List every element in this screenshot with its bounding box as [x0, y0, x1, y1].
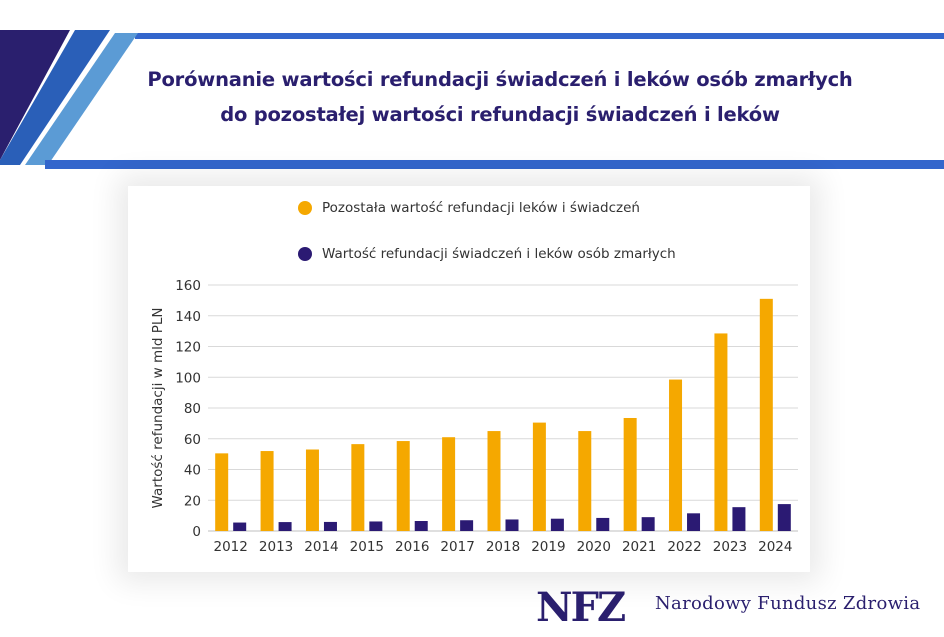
y-axis-label: Wartość refundacji w mld PLN — [150, 308, 166, 509]
banner-decoration — [0, 30, 138, 165]
y-tick-label: 60 — [184, 432, 201, 448]
bar-other — [442, 437, 456, 531]
y-tick-label: 40 — [184, 463, 201, 479]
bar-other — [759, 298, 773, 531]
x-tick-label: 2022 — [667, 539, 701, 555]
bar-deceased — [414, 521, 428, 531]
bar-other — [487, 431, 501, 531]
legend-item-deceased: Wartość refundacji świadczeń i leków osó… — [298, 246, 676, 262]
bar-deceased — [641, 517, 655, 531]
x-tick-label: 2016 — [395, 539, 429, 555]
x-tick-label: 2014 — [304, 539, 338, 555]
bar-deceased — [732, 507, 746, 531]
y-tick-label: 0 — [192, 524, 201, 540]
y-tick-label: 160 — [175, 278, 201, 294]
legend-item-other: Pozostała wartość refundacji leków i świ… — [298, 200, 640, 216]
bar-deceased — [687, 513, 701, 531]
banner-stripe-top — [135, 33, 944, 39]
x-tick-label: 2012 — [214, 539, 248, 555]
legend-dot-deceased — [298, 247, 312, 261]
bar-other — [669, 379, 683, 531]
bar-deceased — [369, 521, 383, 531]
bar-other — [714, 333, 728, 531]
bar-deceased — [233, 522, 247, 531]
y-tick-label: 20 — [184, 493, 201, 509]
legend-label-other: Pozostała wartość refundacji leków i świ… — [322, 200, 640, 216]
bar-deceased — [550, 518, 564, 531]
x-tick-label: 2020 — [577, 539, 611, 555]
bar-other — [578, 431, 592, 531]
title-line-1: Porównanie wartości refundacji świadczeń… — [147, 68, 853, 91]
banner-stripe-bottom — [45, 160, 944, 169]
bar-deceased — [460, 520, 474, 531]
x-tick-label: 2024 — [758, 539, 792, 555]
bar-other — [351, 444, 365, 531]
nfz-logo: NFZ — [536, 585, 627, 627]
org-name: Narodowy Fundusz Zdrowia — [655, 593, 921, 614]
bar-other — [532, 422, 546, 531]
bar-other — [215, 453, 229, 531]
bar-chart: 0 20 40 60 80 100 120 140 160 Wartość refundacji … — [150, 278, 798, 555]
y-tick-label: 100 — [175, 370, 201, 386]
bar-deceased — [278, 522, 292, 531]
title-line-2: do pozostałej wartości refundacji świadc… — [220, 103, 780, 126]
x-tick-label: 2019 — [531, 539, 565, 555]
x-tick-label: 2017 — [440, 539, 474, 555]
bar-other — [305, 449, 319, 531]
bar-deceased — [505, 519, 519, 531]
x-tick-label: 2023 — [713, 539, 747, 555]
logo-text: NFZ — [536, 585, 625, 627]
chart-card: Pozostała wartość refundacji leków i świ… — [128, 186, 810, 572]
bar-other — [260, 451, 274, 531]
x-tick-label: 2018 — [486, 539, 520, 555]
x-tick-label: 2013 — [259, 539, 293, 555]
y-tick-label: 140 — [175, 309, 201, 325]
bar-deceased — [777, 504, 791, 531]
legend-dot-other — [298, 201, 312, 215]
y-tick-label: 80 — [184, 401, 201, 417]
bar-deceased — [596, 517, 610, 531]
bar-other — [623, 417, 637, 531]
legend-label-deceased: Wartość refundacji świadczeń i leków osó… — [322, 246, 676, 262]
y-tick-label: 120 — [175, 340, 201, 356]
page-title: Porównanie wartości refundacji świadczeń… — [100, 62, 900, 132]
x-tick-label: 2021 — [622, 539, 656, 555]
bar-other — [396, 441, 410, 531]
x-tick-label: 2015 — [350, 539, 384, 555]
bar-deceased — [323, 521, 337, 531]
